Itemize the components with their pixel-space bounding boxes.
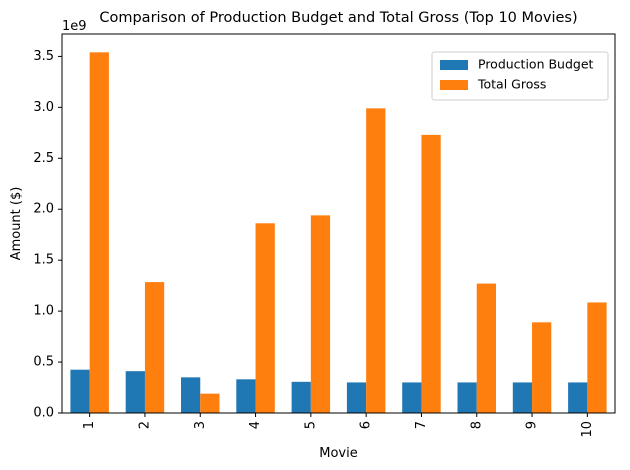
x-tick-label: 7	[414, 421, 429, 429]
bar-total-gross-2	[144, 282, 165, 413]
x-tick-label: 5	[303, 421, 318, 429]
legend: Production Budget Total Gross	[431, 51, 609, 101]
y-tick-label: 1.5	[33, 253, 54, 268]
x-tick-label: 2	[137, 421, 152, 429]
x-tick-label: 4	[248, 421, 263, 429]
legend-swatch	[440, 60, 468, 70]
y-tick-label: 0.5	[33, 355, 54, 370]
x-tick-label: 8	[469, 421, 484, 429]
x-axis-title: Movie	[319, 446, 357, 461]
bar-production-budget-8	[457, 382, 477, 413]
x-tick-label: 1	[82, 421, 97, 429]
y-tick-label: 2.0	[33, 202, 54, 217]
bar-production-budget-10	[568, 382, 588, 413]
chart-title: Comparison of Production Budget and Tota…	[99, 10, 577, 26]
bar-total-gross-7	[421, 134, 441, 413]
bar-total-gross-6	[366, 108, 386, 413]
bar-total-gross-3	[200, 393, 220, 413]
y-tick-label: 3.5	[33, 49, 54, 64]
bar-production-budget-6	[346, 382, 367, 413]
bar-total-gross-4	[255, 223, 275, 413]
bar-production-budget-7	[402, 382, 422, 413]
x-axis: 1 2 3 4 5 6 7 8 9 10	[82, 413, 595, 438]
bars-group	[70, 52, 607, 413]
legend-box	[431, 51, 609, 101]
bar-total-gross-10	[587, 302, 607, 413]
y-axis: 0.0 0.5 1.0 1.5 2.0 2.5 3.0 3.5	[33, 49, 62, 421]
y-tick-label: 1.0	[33, 304, 54, 319]
y-axis-title: Amount ($)	[9, 187, 24, 261]
bar-total-gross-5	[310, 215, 331, 413]
y-tick-label: 2.5	[33, 151, 54, 166]
y-axis-offset-label: 1e9	[62, 19, 87, 34]
x-tick-label: 10	[580, 421, 595, 438]
legend-swatch	[440, 80, 468, 90]
bar-production-budget-9	[512, 382, 533, 413]
bar-production-budget-4	[236, 379, 256, 413]
bar-production-budget-5	[291, 381, 311, 413]
bar-total-gross-9	[532, 322, 552, 413]
plot-frame	[61, 33, 616, 414]
bar-production-budget-3	[181, 377, 201, 413]
legend-label: Total Gross	[477, 77, 546, 92]
y-tick-label: 0.0	[33, 406, 54, 421]
x-tick-label: 3	[193, 421, 208, 429]
bar-production-budget-1	[70, 369, 90, 413]
x-tick-label: 9	[525, 421, 540, 429]
x-tick-label: 6	[359, 421, 374, 429]
y-tick-label: 3.0	[33, 100, 54, 115]
bar-production-budget-2	[125, 371, 145, 413]
legend-label: Production Budget	[478, 57, 594, 72]
bar-total-gross-8	[476, 283, 496, 413]
bar-total-gross-1	[89, 52, 109, 413]
